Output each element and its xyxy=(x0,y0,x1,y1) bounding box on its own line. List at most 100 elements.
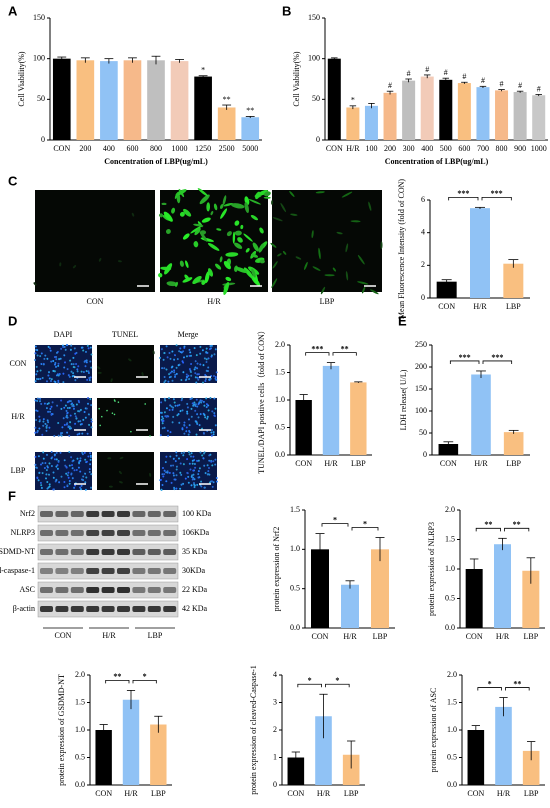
error-bar xyxy=(57,56,67,61)
cell xyxy=(80,346,83,349)
cell xyxy=(194,409,197,412)
cell xyxy=(163,352,166,354)
cell xyxy=(149,435,151,437)
error-bar xyxy=(499,697,508,717)
cell xyxy=(82,479,85,482)
blot-band xyxy=(163,568,177,574)
y-tick-label: 0 xyxy=(273,780,277,789)
y-tick-label: 100 xyxy=(33,53,45,62)
cell xyxy=(161,422,164,425)
cell xyxy=(39,355,42,358)
cell xyxy=(216,228,222,231)
bar xyxy=(371,549,389,628)
cell xyxy=(89,458,92,461)
cell xyxy=(201,349,204,352)
blot-band xyxy=(147,606,161,612)
blot-band xyxy=(40,587,53,593)
blot-band xyxy=(55,549,69,555)
y-tick-label: 150 xyxy=(33,13,45,22)
cell xyxy=(71,375,74,378)
cell xyxy=(53,380,56,383)
cell xyxy=(320,286,326,295)
cell xyxy=(271,278,278,288)
error-bar xyxy=(535,94,542,97)
cell xyxy=(185,373,188,376)
blot-band xyxy=(40,568,53,574)
cell xyxy=(64,464,67,467)
cell xyxy=(70,473,73,476)
x-tick-label: LBP xyxy=(506,302,521,311)
cell xyxy=(289,190,295,198)
cell xyxy=(90,473,93,476)
significance-bracket xyxy=(351,527,379,531)
cell xyxy=(180,399,183,402)
micrograph xyxy=(97,452,154,490)
error-bar xyxy=(461,81,468,84)
cell xyxy=(43,402,46,405)
cell xyxy=(174,373,177,376)
cell xyxy=(57,434,60,437)
cell xyxy=(173,478,176,481)
cell xyxy=(187,481,190,484)
cell xyxy=(187,451,190,454)
cell xyxy=(190,455,192,458)
significance-label: *** xyxy=(457,189,469,198)
bar xyxy=(467,730,485,785)
cell xyxy=(178,350,181,353)
cell xyxy=(66,422,69,425)
cell xyxy=(178,421,181,424)
cell xyxy=(204,378,207,381)
error-bar xyxy=(99,724,108,736)
cell xyxy=(197,416,200,419)
cell xyxy=(42,424,45,427)
cell xyxy=(196,373,199,376)
cell xyxy=(118,470,122,475)
y-tick-label: 100 xyxy=(308,53,320,62)
cell xyxy=(89,398,92,401)
cell xyxy=(71,402,74,405)
y-tick-label: 0 xyxy=(421,293,425,302)
cell xyxy=(190,363,193,365)
size-label: 22 KDa xyxy=(182,585,208,594)
bar xyxy=(346,107,360,140)
cell xyxy=(197,473,200,476)
cell xyxy=(187,475,190,478)
cell xyxy=(45,473,48,476)
cell xyxy=(70,456,73,459)
cell xyxy=(234,220,240,226)
x-axis-label: Concentration of LBP(ug/mL) xyxy=(385,157,489,166)
x-tick-label: LBP xyxy=(506,459,521,468)
cell xyxy=(271,200,274,205)
cell xyxy=(72,356,75,359)
cell xyxy=(211,410,214,413)
y-tick-label: 2.0 xyxy=(445,505,455,514)
cell xyxy=(190,374,193,377)
cell xyxy=(83,451,86,454)
cell xyxy=(62,417,65,420)
cell xyxy=(84,458,87,461)
blot-band xyxy=(132,587,146,593)
x-tick-label: CON xyxy=(312,632,329,641)
cell xyxy=(208,481,211,484)
blot-band xyxy=(55,511,69,517)
cell xyxy=(197,470,200,473)
x-tick-label: LBP xyxy=(351,459,366,468)
cell xyxy=(204,379,207,382)
bar xyxy=(494,544,511,628)
y-axis-label: protein expression of ASC xyxy=(429,688,438,773)
cell xyxy=(171,370,173,373)
cell xyxy=(40,486,43,489)
cell xyxy=(168,471,171,474)
cell xyxy=(205,347,208,350)
cell xyxy=(42,362,45,365)
cell xyxy=(144,403,146,405)
cell xyxy=(69,414,72,417)
cell xyxy=(207,268,214,277)
cell xyxy=(191,478,194,481)
cell xyxy=(84,416,87,419)
cell xyxy=(193,368,196,371)
cell xyxy=(85,407,88,410)
cell xyxy=(182,350,185,353)
blot-band xyxy=(40,549,53,555)
bar xyxy=(476,87,490,140)
